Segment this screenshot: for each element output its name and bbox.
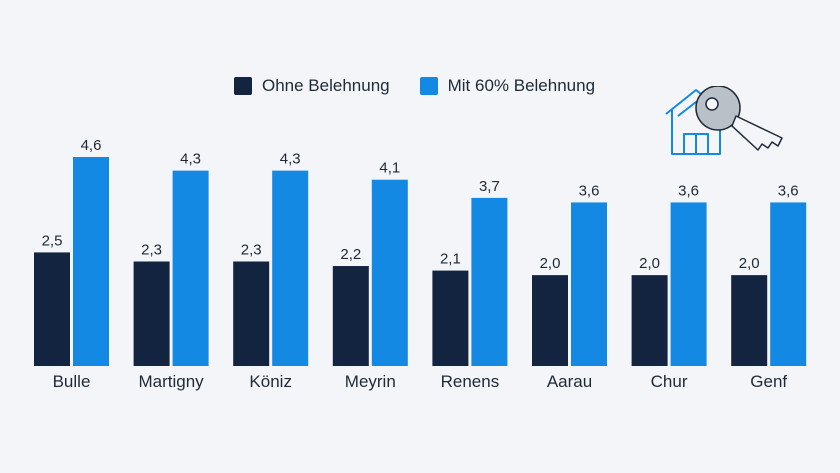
bar-mit-renens xyxy=(471,197,508,366)
bar-ohne-k-niz xyxy=(233,261,270,366)
data-label-ohne-renens: 2,1 xyxy=(440,251,461,268)
data-label-mit-aarau: 3,6 xyxy=(579,182,600,199)
x-tick-label-aarau: Aarau xyxy=(547,372,592,391)
x-tick-label-genf: Genf xyxy=(750,372,787,391)
legend-label-mit-belehnung: Mit 60% Belehnung xyxy=(447,76,596,95)
x-tick-label-renens: Renens xyxy=(441,372,500,391)
legend-item-ohne-belehnung: Ohne Belehnung xyxy=(234,76,390,96)
bar-mit-chur xyxy=(670,202,707,366)
bar-mit-bulle xyxy=(73,157,109,366)
bar-mit-martigny xyxy=(172,170,209,366)
bar-ohne-bulle xyxy=(34,252,70,366)
data-label-mit-bulle: 4,6 xyxy=(81,137,102,154)
data-label-ohne-meyrin: 2,2 xyxy=(340,246,361,263)
data-label-ohne-martigny: 2,3 xyxy=(141,242,162,259)
bar-ohne-meyrin xyxy=(332,266,369,366)
legend-swatch-mit-belehnung xyxy=(419,77,438,95)
legend-item-mit-belehnung: Mit 60% Belehnung xyxy=(419,76,596,96)
x-tick-label-meyrin: Meyrin xyxy=(345,372,396,391)
bar-mit-aarau xyxy=(571,202,607,366)
bar-ohne-renens xyxy=(432,270,469,366)
x-tick-label-bulle: Bulle xyxy=(53,372,91,391)
bar-mit-genf xyxy=(770,202,807,366)
data-label-ohne-k-niz: 2,3 xyxy=(241,242,262,259)
bar-mit-meyrin xyxy=(371,179,408,366)
data-label-mit-k-niz: 4,3 xyxy=(280,151,301,168)
bar-ohne-genf xyxy=(731,275,768,366)
legend-label-ohne-belehnung: Ohne Belehnung xyxy=(262,76,390,95)
data-label-ohne-bulle: 2,5 xyxy=(42,232,63,249)
legend: Ohne Belehnung Mit 60% Belehnung xyxy=(234,76,595,96)
legend-swatch-ohne-belehnung xyxy=(234,77,252,95)
data-label-ohne-aarau: 2,0 xyxy=(540,255,561,272)
data-label-mit-martigny: 4,3 xyxy=(180,151,201,168)
x-tick-label-martigny: Martigny xyxy=(139,372,205,391)
x-tick-label-chur: Chur xyxy=(651,372,688,391)
data-label-mit-chur: 3,6 xyxy=(678,182,699,199)
bar-mit-k-niz xyxy=(272,170,309,366)
data-label-ohne-genf: 2,0 xyxy=(739,255,760,272)
data-label-mit-genf: 3,6 xyxy=(778,182,799,199)
bar-ohne-chur xyxy=(631,275,668,366)
house-key-icon xyxy=(665,86,783,155)
x-tick-label-k-niz: Köniz xyxy=(249,372,292,391)
bar-ohne-martigny xyxy=(133,261,170,366)
bar-ohne-aarau xyxy=(532,275,568,366)
data-label-ohne-chur: 2,0 xyxy=(639,255,660,272)
data-label-mit-meyrin: 4,1 xyxy=(379,160,400,177)
data-label-mit-renens: 3,7 xyxy=(479,178,500,195)
